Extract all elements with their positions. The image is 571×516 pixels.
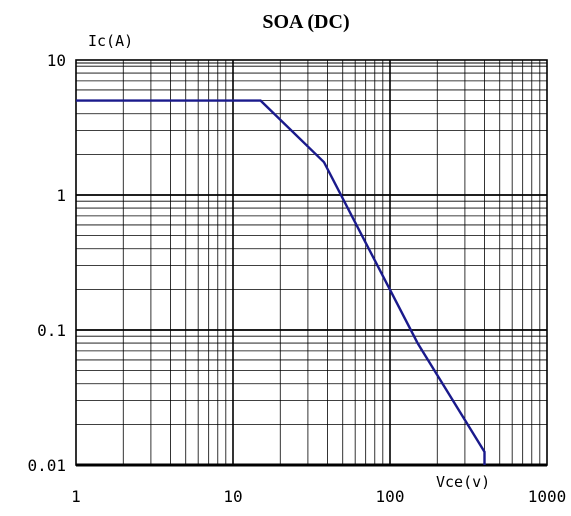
- tick-labels: 1 10 100 1000 10 1 0.1 0.01: [27, 51, 566, 506]
- chart-title: SOA (DC): [262, 11, 349, 33]
- series-layer: [76, 99, 486, 465]
- x-tick-label: 1000: [528, 487, 567, 506]
- grid: [75, 59, 548, 467]
- x-tick-label: 1: [71, 487, 81, 506]
- x-axis-label: Vce(v): [436, 473, 490, 491]
- x-tick-label: 100: [376, 487, 405, 506]
- soa-curve: [76, 99, 486, 465]
- x-tick-label: 10: [223, 487, 242, 506]
- y-tick-label: 1: [56, 186, 66, 205]
- y-axis-label: Ic(A): [88, 32, 133, 50]
- y-tick-label: 10: [47, 51, 66, 70]
- y-tick-label: 0.1: [37, 321, 66, 340]
- y-tick-label: 0.01: [27, 456, 66, 475]
- plot-frame: [75, 59, 548, 466]
